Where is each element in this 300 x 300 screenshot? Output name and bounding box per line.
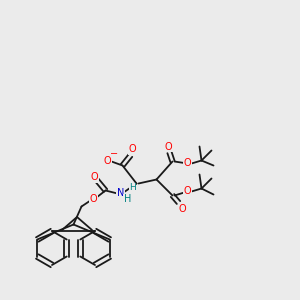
Text: O: O	[179, 203, 186, 214]
Text: −: −	[110, 148, 118, 158]
Text: O: O	[91, 172, 98, 182]
Text: O: O	[104, 157, 111, 166]
Text: O: O	[90, 194, 97, 203]
Text: H: H	[124, 194, 131, 205]
Text: H: H	[129, 183, 136, 192]
Text: O: O	[184, 158, 191, 169]
Text: O: O	[165, 142, 172, 152]
Text: N: N	[117, 188, 124, 199]
Text: O: O	[184, 187, 191, 196]
Text: O: O	[129, 145, 136, 154]
